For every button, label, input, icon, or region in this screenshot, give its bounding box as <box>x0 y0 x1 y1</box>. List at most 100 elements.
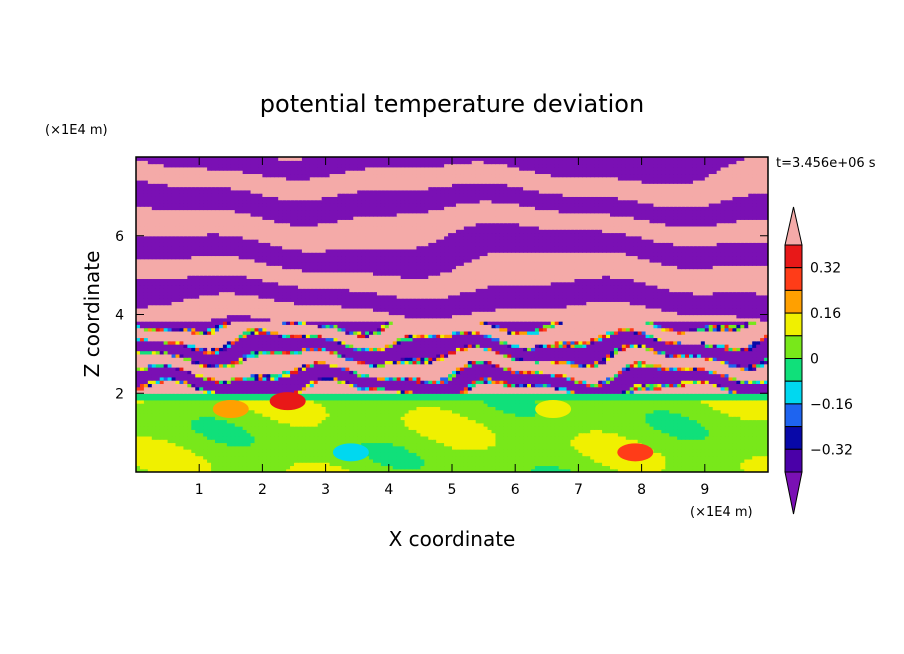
contour-cell <box>495 442 500 447</box>
contour-cell <box>159 452 165 457</box>
contour-cell <box>416 435 421 440</box>
contour-cell <box>258 465 263 470</box>
contour-cell <box>139 445 145 450</box>
contour-cell <box>282 442 287 447</box>
contour-cell <box>641 439 647 444</box>
contour-cell <box>586 452 591 457</box>
contour-cell <box>463 439 469 444</box>
contour-cell <box>677 452 682 457</box>
contour-cell <box>175 455 181 460</box>
contour-cell <box>594 445 599 450</box>
contour-cell <box>625 468 631 472</box>
contour-cell <box>440 452 445 457</box>
contour-cell <box>211 462 216 467</box>
contour-cell <box>653 462 658 467</box>
contour-cell <box>681 439 686 444</box>
contour-cell <box>305 449 311 453</box>
contour-cell <box>325 435 331 440</box>
contour-cell <box>305 458 311 463</box>
contour-cell <box>262 432 267 437</box>
contour-cell <box>270 465 275 470</box>
contour-cell <box>392 445 398 450</box>
contour-cell <box>463 435 469 440</box>
contour-cell <box>321 439 327 444</box>
contour-cell <box>732 458 737 463</box>
contour-cell <box>444 455 449 460</box>
contour-cell <box>511 468 516 472</box>
contour-cell <box>531 439 536 444</box>
contour-cell <box>136 439 141 444</box>
contour-cell <box>645 442 651 447</box>
contour-cell <box>218 455 224 460</box>
contour-cell <box>203 465 208 470</box>
contour-cell <box>195 468 200 472</box>
contour-cell <box>491 452 497 457</box>
contour-cell <box>499 442 504 447</box>
contour-cell <box>333 442 339 447</box>
contour-cell <box>499 435 504 440</box>
contour-cell <box>495 439 500 444</box>
contour-cell <box>598 455 603 460</box>
contour-cell <box>728 445 734 450</box>
contour-cell <box>294 465 299 470</box>
contour-cell <box>420 462 425 467</box>
contour-cell <box>554 445 560 450</box>
contour-cell <box>610 455 615 460</box>
contour-cell <box>582 468 587 472</box>
contour-cell <box>598 452 603 457</box>
contour-cell <box>424 445 429 450</box>
contour-cell <box>736 439 741 444</box>
contour-cell <box>617 465 623 470</box>
contour-cell <box>321 449 327 453</box>
contour-cell <box>155 449 161 453</box>
contour-cell <box>151 435 157 440</box>
contour-cell <box>147 442 153 447</box>
contour-cell <box>373 439 378 444</box>
contour-cell <box>380 468 386 472</box>
contour-cell <box>400 458 406 463</box>
contour-cell <box>305 445 311 450</box>
contour-cell <box>353 465 358 470</box>
contour-cell <box>171 439 177 444</box>
contour-cell <box>712 442 718 447</box>
contour-cell <box>388 452 394 457</box>
contour-cell <box>282 462 287 467</box>
contour-cell <box>254 468 260 472</box>
contour-cell <box>301 468 307 472</box>
contour-cell <box>333 455 339 460</box>
contour-cell <box>708 468 714 472</box>
contour-cell <box>325 455 331 460</box>
contour-cell <box>665 435 670 440</box>
contour-cell <box>392 468 398 472</box>
contour-cell <box>677 468 682 472</box>
contour-cell <box>732 445 737 450</box>
contour-cell <box>365 468 370 472</box>
contour-cell <box>641 465 647 470</box>
contour-cell <box>369 452 374 457</box>
contour-cell <box>720 439 726 444</box>
contour-cell <box>459 465 465 470</box>
contour-cell <box>736 442 741 447</box>
contour-cell <box>483 465 489 470</box>
contour-cell <box>633 465 639 470</box>
contour-cell <box>136 458 141 463</box>
contour-cell <box>511 439 516 444</box>
contour-cell <box>582 435 587 440</box>
contour-cell <box>594 455 599 460</box>
contour-cell <box>590 439 595 444</box>
contour-cell <box>606 449 611 453</box>
contour-cell <box>566 435 572 440</box>
contour-cell <box>752 439 757 444</box>
contour-cell <box>218 439 224 444</box>
contour-cell <box>369 458 374 463</box>
contour-cell <box>250 432 256 437</box>
contour-cell <box>444 458 449 463</box>
contour-cell <box>329 432 335 437</box>
contour-cell <box>317 435 323 440</box>
contour-cell <box>641 458 647 463</box>
contour-cell <box>226 435 232 440</box>
contour-cell <box>147 432 153 437</box>
contour-cell <box>313 452 319 457</box>
contour-cell <box>681 435 686 440</box>
contour-cell <box>752 458 757 463</box>
